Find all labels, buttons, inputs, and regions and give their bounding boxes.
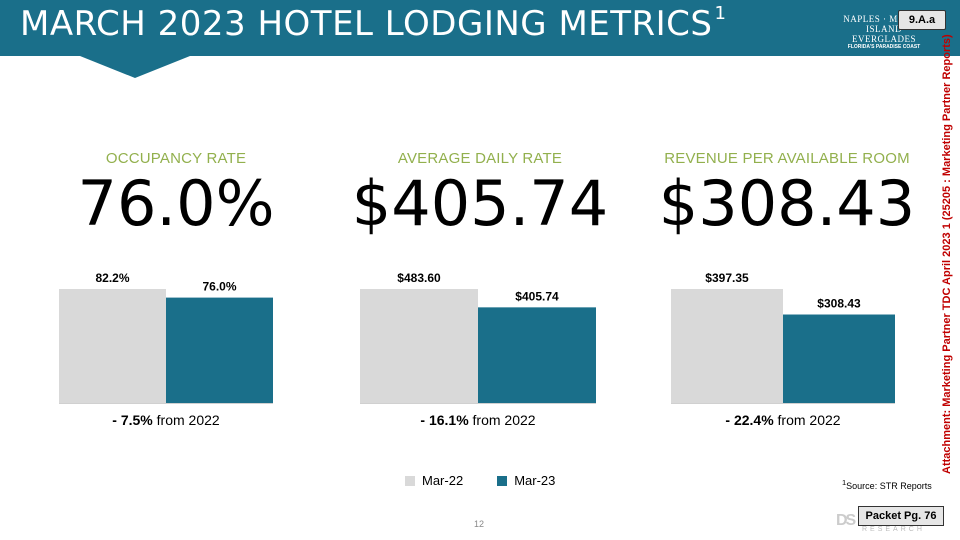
- attachment-side-text: Attachment: Marketing Partner TDC April …: [941, 34, 953, 474]
- brand-logo: NAPLES · MARCO ISLAND EVERGLADES FLORIDA…: [828, 14, 940, 52]
- legend-label: Mar-23: [514, 473, 556, 488]
- source-footnote-mark: 1: [842, 478, 847, 487]
- change-occupancy: - 7.5% from 2022: [16, 412, 316, 428]
- metric-label: REVENUE PER AVAILABLE ROOM: [664, 150, 910, 167]
- source-text: Source: STR Reports: [846, 481, 932, 491]
- legend-item-mar-22: Mar-22: [405, 473, 463, 488]
- title-footnote-mark: 1: [714, 2, 727, 24]
- bar-mar-23: [166, 297, 273, 403]
- change-value: - 16.1%: [420, 412, 469, 428]
- page-title: MARCH 2023 HOTEL LODGING METRICS 1: [20, 2, 727, 44]
- chart-svg-occupancy: 82.2% 76.0%: [59, 271, 273, 404]
- bar-mar-22: [360, 289, 478, 403]
- logo-line-1: NAPLES · MARCO ISLAND: [843, 14, 925, 34]
- metric-value: $405.74: [351, 167, 609, 240]
- metric-revpar: REVENUE PER AVAILABLE ROOM $308.43: [637, 150, 937, 239]
- change-text: from 2022: [152, 412, 220, 428]
- legend-swatch: [497, 475, 508, 486]
- bar-data-label: $483.60: [397, 271, 441, 285]
- agenda-badge: 9.A.a: [898, 10, 946, 30]
- chart-legend: Mar-22 Mar-23: [405, 473, 555, 488]
- bar-mar-22: [59, 289, 166, 403]
- bar-mar-22: [671, 289, 783, 403]
- metric-label: AVERAGE DAILY RATE: [397, 150, 563, 167]
- chart-revpar: $397.35 $308.43: [671, 268, 895, 404]
- change-text: from 2022: [773, 412, 841, 428]
- logo-line-3: FLORIDA'S PARADISE COAST: [847, 44, 921, 50]
- bar-data-label: $308.43: [817, 297, 861, 311]
- change-revpar: - 22.4% from 2022: [633, 412, 933, 428]
- legend-item-mar-23: Mar-23: [497, 473, 555, 488]
- metric-occupancy: OCCUPANCY RATE 76.0%: [26, 150, 326, 239]
- bar-mar-23: [783, 314, 895, 403]
- legend-label: Mar-22: [422, 473, 464, 488]
- bar-data-label: 76.0%: [202, 280, 236, 294]
- ds-logo-icon: DS: [836, 512, 856, 529]
- header-bar: MARCH 2023 HOTEL LODGING METRICS 1 NAPLES…: [0, 0, 960, 56]
- logo-line-2: EVERGLADES: [852, 34, 916, 44]
- chart-svg-revpar: $397.35 $308.43: [671, 271, 895, 404]
- bar-mar-23: [478, 307, 596, 403]
- chart-occupancy: 82.2% 76.0%: [59, 268, 273, 404]
- page-title-text: MARCH 2023 HOTEL LODGING METRICS: [20, 4, 713, 44]
- bar-data-label: 82.2%: [95, 271, 129, 285]
- bar-data-label: $405.74: [515, 289, 559, 303]
- chart-svg-adr: $483.60 $405.74: [360, 271, 596, 404]
- metric-value: 76.0%: [77, 167, 275, 240]
- header-pointer: [80, 56, 190, 78]
- change-value: - 7.5%: [112, 412, 153, 428]
- legend-swatch: [405, 475, 415, 486]
- chart-adr: $483.60 $405.74: [360, 268, 596, 404]
- bar-data-label: $397.35: [705, 271, 749, 285]
- change-value: - 22.4%: [725, 412, 774, 428]
- change-text: from 2022: [468, 412, 536, 428]
- research-wordmark: RESEARCH: [862, 526, 925, 533]
- metric-value: $308.43: [658, 167, 916, 240]
- metric-adr: AVERAGE DAILY RATE $405.74: [330, 150, 630, 239]
- source-note: 1Source: STR Reports: [842, 478, 932, 491]
- packet-page-badge: Packet Pg. 76: [858, 506, 944, 526]
- page-number: 12: [474, 519, 485, 529]
- change-adr: - 16.1% from 2022: [328, 412, 628, 428]
- metric-label: OCCUPANCY RATE: [105, 150, 247, 167]
